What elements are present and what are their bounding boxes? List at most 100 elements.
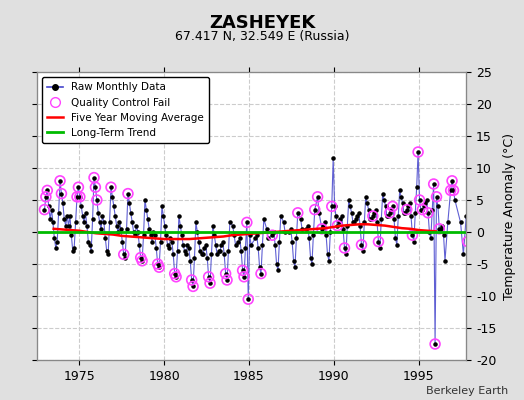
Point (200, 245, 209, 251)
Point (441, 258, 449, 264)
Point (368, 213, 377, 219)
Point (307, 254, 315, 261)
Point (333, 222, 342, 229)
Point (257, 270, 265, 277)
Point (135, 242, 144, 248)
Point (271, 242, 279, 248)
Point (268, 232, 277, 238)
Point (184, 245, 193, 251)
Point (131, 232, 139, 238)
Point (142, 206, 150, 213)
Point (168, 238, 176, 245)
Point (333, 222, 342, 229)
Point (165, 245, 173, 251)
Point (328, 203, 336, 210)
Point (93, 197, 101, 203)
Point (373, 219, 381, 226)
Point (293, 210, 302, 216)
Text: Berkeley Earth: Berkeley Earth (426, 386, 508, 396)
Point (163, 242, 172, 248)
Point (43, 187, 51, 194)
Text: ZASHEYEK: ZASHEYEK (209, 14, 315, 32)
Point (322, 232, 330, 238)
Point (59, 200, 67, 206)
Point (321, 219, 329, 226)
Point (352, 216, 360, 222)
Point (451, 197, 459, 203)
Point (396, 187, 404, 194)
Point (228, 222, 237, 229)
Point (244, 296, 253, 302)
Point (51, 245, 60, 251)
Point (372, 206, 380, 213)
Point (180, 248, 189, 254)
Point (151, 232, 159, 238)
Point (172, 274, 180, 280)
Point (424, 210, 432, 216)
Point (398, 200, 407, 206)
Point (315, 210, 323, 216)
Point (49, 219, 57, 226)
Point (119, 251, 128, 258)
Point (436, 226, 445, 232)
Point (183, 242, 192, 248)
Point (418, 206, 427, 213)
Point (384, 213, 392, 219)
Point (359, 248, 367, 254)
Point (69, 248, 77, 254)
Point (47, 206, 56, 213)
Point (217, 242, 225, 248)
Point (154, 261, 162, 267)
Point (74, 184, 83, 190)
Point (356, 222, 364, 229)
Point (40, 206, 49, 213)
Point (309, 232, 318, 238)
Point (431, 341, 439, 347)
Point (313, 194, 322, 200)
Point (237, 248, 245, 254)
Point (97, 226, 105, 232)
Point (57, 190, 66, 197)
Point (71, 219, 80, 226)
Point (159, 213, 168, 219)
Point (257, 270, 265, 277)
Point (258, 242, 267, 248)
Point (208, 251, 216, 258)
Point (370, 210, 378, 216)
Point (105, 219, 114, 226)
Point (463, 238, 472, 245)
Point (188, 277, 196, 283)
Point (244, 296, 253, 302)
Point (210, 232, 219, 238)
Point (104, 251, 112, 258)
Point (422, 197, 431, 203)
Point (141, 197, 149, 203)
Point (125, 200, 134, 206)
Point (212, 242, 220, 248)
Point (46, 216, 54, 222)
Point (332, 213, 340, 219)
Point (50, 235, 59, 242)
Point (115, 219, 124, 226)
Point (414, 149, 422, 155)
Point (193, 229, 202, 235)
Point (73, 194, 81, 200)
Point (323, 251, 332, 258)
Point (111, 213, 119, 219)
Point (251, 235, 259, 242)
Point (223, 277, 231, 283)
Point (118, 238, 126, 245)
Point (63, 213, 71, 219)
Point (247, 242, 255, 248)
Point (440, 232, 448, 238)
Point (390, 216, 398, 222)
Point (297, 216, 305, 222)
Point (196, 248, 204, 254)
Point (74, 184, 83, 190)
Point (400, 210, 408, 216)
Point (90, 174, 98, 181)
Point (231, 242, 239, 248)
Point (230, 232, 238, 238)
Legend: Raw Monthly Data, Quality Control Fail, Five Year Moving Average, Long-Term Tren: Raw Monthly Data, Quality Control Fail, … (42, 77, 209, 143)
Point (174, 213, 183, 219)
